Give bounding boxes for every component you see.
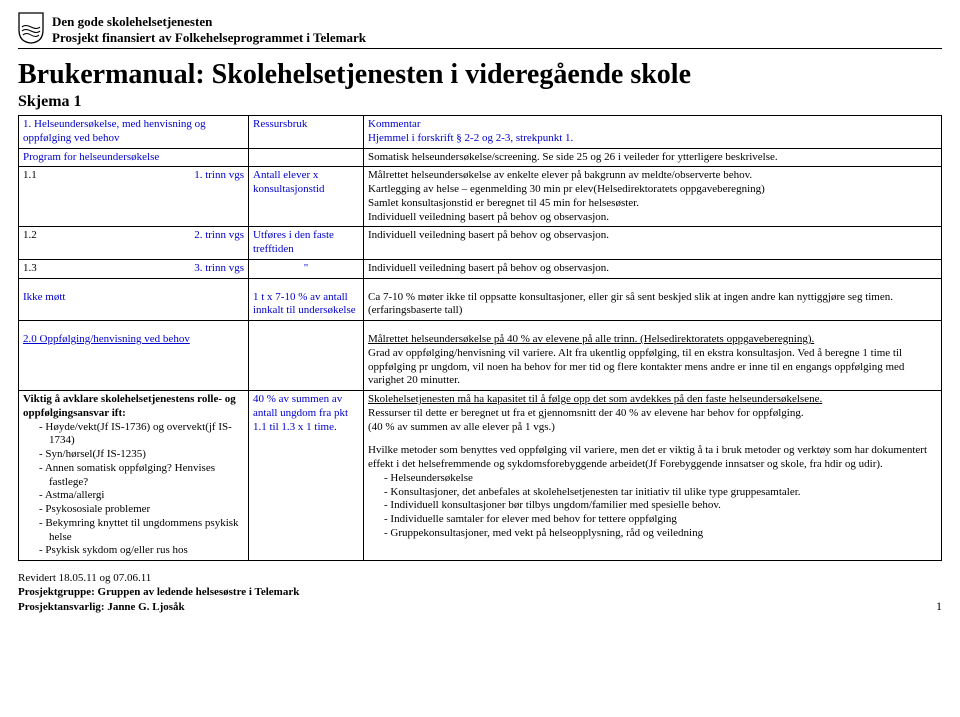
- cell-text: 3. trinn vgs: [194, 262, 244, 276]
- header-subtitle: Prosjekt finansiert av Folkehelseprogram…: [52, 30, 942, 46]
- table-row: 1. Helseundersøkelse, med henvisning og …: [19, 116, 942, 149]
- cell-text: Viktig å avklare skolehelsetjenestens ro…: [23, 393, 236, 419]
- list-item: Astma/allergi: [39, 489, 244, 503]
- footer-line: Revidert 18.05.11 og 07.06.11: [18, 571, 299, 585]
- cell-text: Målrettet helseundersøkelse på 40 % av e…: [368, 333, 814, 345]
- table-row: Program for helseundersøkelse Somatisk h…: [19, 148, 942, 167]
- header-title: Den gode skolehelsetjenesten: [52, 14, 942, 30]
- list-item: Individuell konsultasjoner bør tilbys un…: [384, 499, 937, 513]
- table-row: 1.2 2. trinn vgs Utføres i den faste tre…: [19, 227, 942, 260]
- document-header: Den gode skolehelsetjenesten Prosjekt fi…: [18, 12, 942, 46]
- table-row: 2.0 Oppfølging/henvisning ved behov Målr…: [19, 321, 942, 391]
- list-item: Konsultasjoner, det anbefales at skolehe…: [384, 486, 937, 500]
- list-item: Individuelle samtaler for elever med beh…: [384, 513, 937, 527]
- header-divider: [18, 48, 942, 49]
- cell-text: Hjemmel i forskrift § 2-2 og 2-3, strekp…: [368, 132, 937, 146]
- page-subtitle: Skjema 1: [18, 93, 942, 111]
- list-item: Høyde/vekt(Jf IS-1736) og overvekt(jf IS…: [39, 421, 244, 449]
- cell-text: Kommentar: [368, 118, 937, 132]
- cell-text: Målrettet helseundersøkelse av enkelte e…: [368, 169, 937, 183]
- cell-text: Individuell veiledning basert på behov o…: [368, 211, 937, 225]
- cell-text: Program for helseundersøkelse: [19, 148, 249, 167]
- list-item: Bekymring knyttet til ungdommens psykisk…: [39, 517, 244, 545]
- cell-text: ": [249, 259, 364, 278]
- cell-text: 40 % av summen av antall ungdom fra pkt …: [249, 391, 364, 561]
- cell-text: 1. trinn vgs: [194, 169, 244, 183]
- list-item: Annen somatisk oppfølging? Henvises fast…: [39, 462, 244, 490]
- cell-text: Ca 7-10 % møter ikke til oppsatte konsul…: [368, 291, 893, 317]
- bullet-list: Helseundersøkelse Konsultasjoner, det an…: [368, 472, 937, 541]
- shield-icon: [18, 12, 44, 44]
- cell-text: Utføres i den faste trefftiden: [249, 227, 364, 260]
- table-row: 1.1 1. trinn vgs Antall elever x konsult…: [19, 167, 942, 227]
- cell-text: Ikke møtt: [23, 291, 65, 303]
- list-item: Syn/hørsel(Jf IS-1235): [39, 448, 244, 462]
- cell-text: Somatisk helseundersøkelse/screening. Se…: [364, 148, 942, 167]
- table-row: 1.3 3. trinn vgs " Individuell veilednin…: [19, 259, 942, 278]
- table-row: Viktig å avklare skolehelsetjenestens ro…: [19, 391, 942, 561]
- table-row: Ikke møtt 1 t x 7-10 % av antall innkalt…: [19, 278, 942, 321]
- list-item: Helseundersøkelse: [384, 472, 937, 486]
- cell-text: 1. Helseundersøkelse, med henvisning og …: [23, 118, 206, 144]
- cell-text: 1.2: [23, 229, 37, 243]
- list-item: Psykisk sykdom og/eller rus hos: [39, 544, 244, 558]
- cell-text: Individuell veiledning basert på behov o…: [364, 259, 942, 278]
- cell-text: 1 t x 7-10 % av antall innkalt til under…: [253, 291, 356, 317]
- cell-text: 1.3: [23, 262, 37, 276]
- list-item: Gruppekonsultasjoner, med vekt på helseo…: [384, 527, 937, 541]
- cell-text: Ressurser til dette er beregnet ut fra e…: [368, 407, 937, 421]
- page-title: Brukermanual: Skolehelsetjenesten i vide…: [18, 59, 942, 91]
- cell-text: 2.0 Oppfølging/henvisning ved behov: [23, 333, 190, 345]
- footer-line: Prosjektansvarlig: Janne G. Ljosåk: [18, 600, 299, 614]
- cell-text: (40 % av summen av alle elever på 1 vgs.…: [368, 421, 937, 435]
- cell-text: Kartlegging av helse – egenmelding 30 mi…: [368, 183, 937, 197]
- cell-text: Ressursbruk: [249, 116, 364, 149]
- cell-text: 2. trinn vgs: [194, 229, 244, 243]
- cell-text: 1.1: [23, 169, 37, 183]
- bullet-list: Høyde/vekt(Jf IS-1736) og overvekt(jf IS…: [23, 421, 244, 559]
- cell-text: Antall elever x konsultasjonstid: [249, 167, 364, 227]
- cell-text: Samlet konsultasjonstid er beregnet til …: [368, 197, 937, 211]
- cell-text: Skolehelsetjenesten må ha kapasitet til …: [368, 393, 822, 405]
- page-number: 1: [936, 599, 942, 614]
- cell-text: Grad av oppfølging/henvisning vil varier…: [368, 347, 937, 388]
- document-footer: Revidert 18.05.11 og 07.06.11 Prosjektgr…: [18, 571, 942, 614]
- footer-line: Prosjektgruppe: Gruppen av ledende helse…: [18, 585, 299, 599]
- cell-text: Individuell veiledning basert på behov o…: [364, 227, 942, 260]
- content-table: 1. Helseundersøkelse, med henvisning og …: [18, 115, 942, 561]
- cell-text: Hvilke metoder som benyttes ved oppfølgi…: [368, 444, 937, 472]
- list-item: Psykososiale problemer: [39, 503, 244, 517]
